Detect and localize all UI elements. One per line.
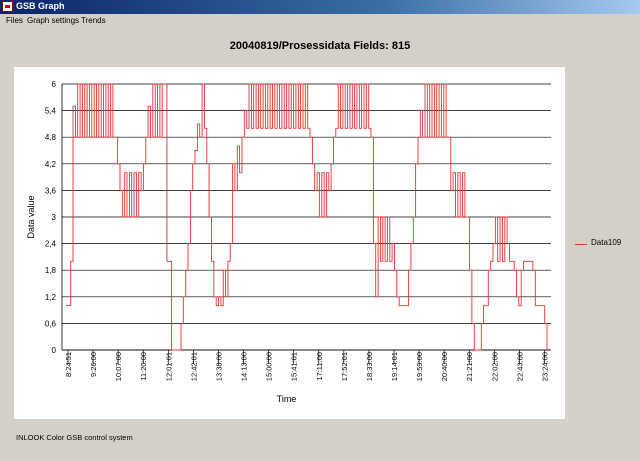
x-tick-label: 20:40:00 — [440, 352, 449, 381]
y-tick-label: 2,4 — [45, 240, 57, 249]
line-chart: 0 0,6 1,2 1,8 2,4 3 3,6 4,2 4,8 5,4 6 8:24:51 9:26:0… — [26, 80, 551, 404]
menu-trends[interactable]: Trends — [81, 16, 106, 25]
x-tick-label: 13:38:00 — [214, 352, 223, 381]
x-axis-label: Time — [277, 394, 297, 404]
y-tick-label: 1,2 — [45, 293, 57, 302]
title-bar: GSB Graph — [0, 0, 640, 14]
menu-bar: Files Graph settings Trends — [0, 14, 640, 28]
y-tick-label: 4,8 — [45, 133, 57, 142]
x-tick-label: 11:20:00 — [139, 352, 148, 381]
y-tick-label: 3,6 — [45, 186, 57, 195]
y-tick-label: 4,2 — [45, 160, 57, 169]
y-axis-label: Data value — [26, 195, 36, 238]
legend-swatch-data109 — [575, 244, 587, 245]
x-tick-label: 10:07:00 — [114, 352, 123, 381]
x-tick-label: 12:01:01 — [164, 352, 173, 381]
x-tick-label: 22:02:00 — [490, 352, 499, 381]
x-tick-label: 12:42:01 — [189, 352, 198, 381]
x-tick-label: 9:26:00 — [89, 352, 98, 377]
y-tick-label: 5,4 — [45, 107, 57, 116]
x-tick-label: 19:14:01 — [390, 352, 399, 381]
y-tick-label: 1,8 — [45, 266, 57, 275]
window-title: GSB Graph — [16, 1, 65, 11]
plot-panel: 0 0,6 1,2 1,8 2,4 3 3,6 4,2 4,8 5,4 6 8:24:51 9:26:0… — [14, 67, 565, 419]
x-tick-label: 18:33:00 — [365, 352, 374, 381]
x-tick-label: 21:21:00 — [465, 352, 474, 381]
y-tick-label: 6 — [52, 80, 57, 89]
x-tick-label: 15:00:00 — [265, 352, 274, 381]
status-bar-text: INLOOK Color GSB control system — [16, 433, 133, 442]
x-tick-label: 15:41:01 — [290, 352, 299, 381]
x-tick-label: 22:43:00 — [515, 352, 524, 381]
x-tick-label: 14:13:00 — [240, 352, 249, 381]
x-tick-label: 23:24:00 — [540, 352, 549, 381]
x-tick-label: 8:24:51 — [64, 352, 73, 377]
y-tick-label: 0,6 — [45, 319, 57, 328]
x-tick-label: 19:59:00 — [415, 352, 424, 381]
menu-files[interactable]: Files — [6, 16, 23, 25]
x-tick-label: 17:52:01 — [340, 352, 349, 381]
menu-graph-settings[interactable]: Graph settings — [27, 16, 80, 25]
y-tick-label: 0 — [52, 346, 57, 355]
app-icon — [2, 1, 13, 12]
chart-title: 20040819/Prosessidata Fields: 815 — [229, 40, 411, 52]
x-tick-label: 17:11:00 — [315, 352, 324, 381]
series-line-data109 — [66, 83, 548, 351]
y-tick-label: 3 — [52, 213, 57, 222]
legend-label-data109: Data109 — [591, 238, 622, 247]
